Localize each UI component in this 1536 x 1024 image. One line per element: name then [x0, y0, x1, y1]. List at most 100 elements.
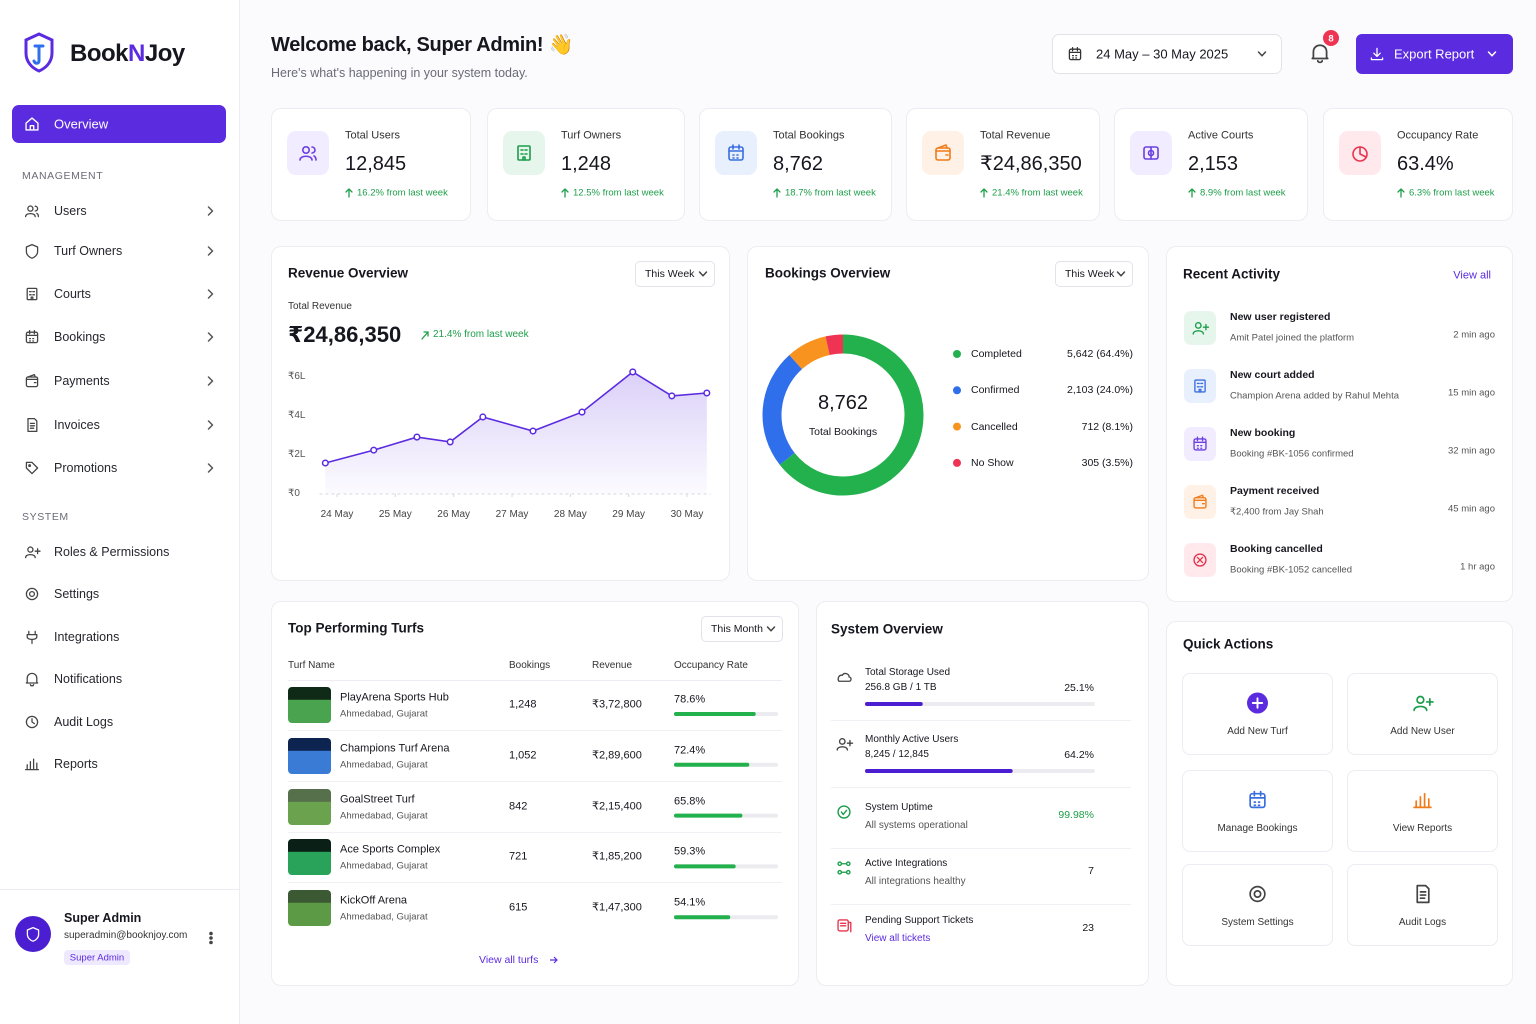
donut-center-label: Total Bookings — [808, 425, 878, 438]
table-header-divider — [288, 680, 782, 681]
quick-action-button[interactable] — [1347, 864, 1498, 946]
system-item-detail: 256.8 GB / 1 TB — [865, 682, 937, 693]
row-divider — [288, 831, 782, 833]
filter-label: This Week — [1065, 267, 1115, 280]
x-tick-label: 30 May — [670, 509, 704, 520]
quick-action-label: System Settings — [1221, 917, 1294, 928]
system-item-detail[interactable]: View all tickets — [865, 933, 931, 944]
nav-item-hit[interactable] — [12, 705, 226, 739]
activity-time: 45 min ago — [1447, 503, 1495, 515]
activity-detail: Champion Arena added by Rahul Mehta — [1230, 390, 1400, 402]
sidebar-divider — [0, 889, 239, 890]
page-subtitle: Here's what's happening in your system t… — [271, 65, 528, 80]
x-tick-label: 27 May — [495, 509, 529, 520]
stat-change: 18.7% from last week — [785, 187, 876, 199]
card-title: Recent Activity — [1183, 266, 1281, 282]
x-tick-label: 24 May — [320, 509, 354, 520]
nav-item: Payments — [54, 373, 110, 388]
stat-icon-bg — [287, 131, 329, 175]
system-divider — [831, 720, 1131, 721]
revenue-change: 21.4% from last week — [433, 329, 529, 340]
activity-title: Booking cancelled — [1230, 542, 1323, 555]
nav-item-hit[interactable] — [12, 747, 226, 781]
quick-action-button[interactable] — [1347, 673, 1498, 755]
stat-value: 2,153 — [1188, 153, 1239, 175]
y-tick-label: ₹6L — [288, 371, 306, 382]
nav-item: Bookings — [54, 329, 106, 344]
stat-change: 8.9% from last week — [1200, 187, 1286, 199]
notification-button[interactable] — [1302, 34, 1340, 72]
activity-time: 15 min ago — [1447, 387, 1495, 399]
nav-item: Turf Owners — [54, 243, 123, 258]
legend-value: 5,642 (64.4%) — [1067, 347, 1133, 360]
nav-item-hit[interactable] — [12, 277, 226, 311]
x-tick-label: 28 May — [553, 509, 587, 520]
quick-action-button[interactable] — [1347, 770, 1498, 852]
nav-item: Integrations — [54, 629, 120, 644]
top-turfs-card — [271, 601, 799, 986]
stat-label: Active Courts — [1188, 129, 1254, 142]
column-header: Occupancy Rate — [674, 660, 748, 671]
quick-action-button[interactable] — [1182, 770, 1333, 852]
legend-label: Cancelled — [971, 420, 1018, 433]
turf-bookings: 615 — [509, 901, 528, 914]
activity-icon-bg — [1184, 485, 1216, 519]
system-card — [816, 601, 1149, 986]
revenue-total: ₹24,86,350 — [288, 322, 402, 347]
activity-icon-bg — [1184, 427, 1216, 461]
quick-action-label: Add New User — [1390, 726, 1455, 737]
nav-item-hit[interactable] — [12, 194, 226, 228]
nav-item-hit[interactable] — [12, 320, 226, 354]
stat-icon-bg — [503, 131, 545, 175]
system-item-title: Pending Support Tickets — [865, 915, 974, 926]
system-item-title: Total Storage Used — [865, 667, 951, 678]
turf-revenue: ₹2,89,600 — [592, 749, 642, 762]
system-item-detail: All systems operational — [865, 820, 968, 831]
legend-value: 712 (8.1%) — [1081, 420, 1133, 433]
turf-bookings: 842 — [509, 800, 528, 813]
stat-icon-bg — [715, 131, 757, 175]
activity-title: New user registered — [1230, 310, 1331, 323]
activity-title: New court added — [1230, 368, 1315, 381]
turf-thumbnail — [288, 687, 331, 723]
nav-item-hit[interactable] — [12, 577, 226, 611]
quick-action-button[interactable] — [1182, 673, 1333, 755]
stat-label: Turf Owners — [561, 129, 622, 142]
activity-title: Payment received — [1230, 484, 1320, 497]
date-range-picker[interactable] — [1052, 34, 1282, 74]
date-range: 24 May – 30 May 2025 — [1096, 46, 1229, 62]
card-title: Revenue Overview — [288, 265, 409, 281]
view-all-turfs-link[interactable]: View all turfs — [479, 953, 539, 966]
turf-revenue: ₹2,15,400 — [592, 800, 642, 813]
stat-label: Occupancy Rate — [1397, 129, 1479, 142]
system-item-title: System Uptime — [865, 802, 933, 813]
row-divider — [288, 730, 782, 731]
stat-label: Total Revenue — [980, 129, 1051, 142]
stat-value: 63.4% — [1397, 153, 1454, 175]
system-divider — [831, 904, 1131, 905]
activity-time: 1 hr ago — [1460, 561, 1495, 573]
stat-change: 16.2% from last week — [357, 187, 448, 199]
nav-item-hit[interactable] — [12, 364, 226, 398]
nav-item-hit[interactable] — [12, 408, 226, 442]
legend-label: Completed — [971, 347, 1022, 360]
view-all-link[interactable]: View all — [1453, 269, 1491, 282]
turf-revenue: ₹1,47,300 — [592, 901, 642, 914]
export-label: Export Report — [1394, 46, 1475, 62]
donut-center-value: 8,762 — [817, 392, 869, 414]
nav-overview[interactable] — [12, 105, 226, 143]
turf-bookings: 1,248 — [509, 698, 537, 711]
activity-time: 32 min ago — [1447, 445, 1495, 457]
nav-item-hit[interactable] — [12, 451, 226, 485]
activity-title: New booking — [1230, 426, 1296, 439]
turf-location: Ahmedabad, Gujarat — [340, 759, 428, 771]
stat-value: 12,845 — [345, 153, 407, 175]
revenue-card — [271, 246, 730, 581]
brand-part: Joy — [144, 40, 185, 67]
y-tick-label: ₹2L — [288, 449, 306, 460]
quick-action-button[interactable] — [1182, 864, 1333, 946]
system-item-detail: 8,245 / 12,845 — [865, 749, 929, 760]
system-item-value: 23 — [1082, 921, 1094, 934]
nav-label: Overview — [54, 116, 109, 132]
